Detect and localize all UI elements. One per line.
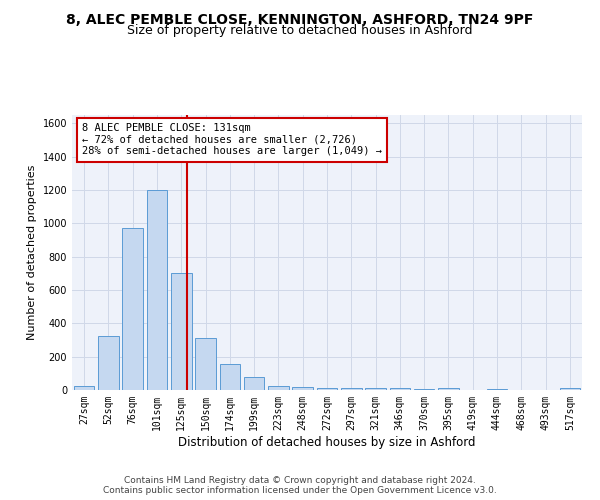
Text: Contains HM Land Registry data © Crown copyright and database right 2024.: Contains HM Land Registry data © Crown c…	[124, 476, 476, 485]
Bar	[244, 376, 265, 390]
Bar	[341, 388, 362, 390]
Bar	[268, 386, 289, 390]
Bar	[122, 228, 143, 390]
Text: Contains public sector information licensed under the Open Government Licence v3: Contains public sector information licen…	[103, 486, 497, 495]
Bar	[292, 387, 313, 390]
Bar	[74, 386, 94, 390]
Bar	[389, 388, 410, 390]
Bar	[98, 336, 119, 390]
Bar	[365, 388, 386, 390]
Text: 8, ALEC PEMBLE CLOSE, KENNINGTON, ASHFORD, TN24 9PF: 8, ALEC PEMBLE CLOSE, KENNINGTON, ASHFOR…	[67, 12, 533, 26]
Bar	[195, 338, 216, 390]
X-axis label: Distribution of detached houses by size in Ashford: Distribution of detached houses by size …	[178, 436, 476, 448]
Text: 8 ALEC PEMBLE CLOSE: 131sqm
← 72% of detached houses are smaller (2,726)
28% of : 8 ALEC PEMBLE CLOSE: 131sqm ← 72% of det…	[82, 123, 382, 156]
Bar	[146, 190, 167, 390]
Bar	[317, 388, 337, 390]
Bar	[220, 364, 240, 390]
Bar	[171, 274, 191, 390]
Bar	[438, 388, 459, 390]
Text: Size of property relative to detached houses in Ashford: Size of property relative to detached ho…	[127, 24, 473, 37]
Bar	[487, 388, 508, 390]
Bar	[414, 388, 434, 390]
Y-axis label: Number of detached properties: Number of detached properties	[27, 165, 37, 340]
Bar	[560, 388, 580, 390]
